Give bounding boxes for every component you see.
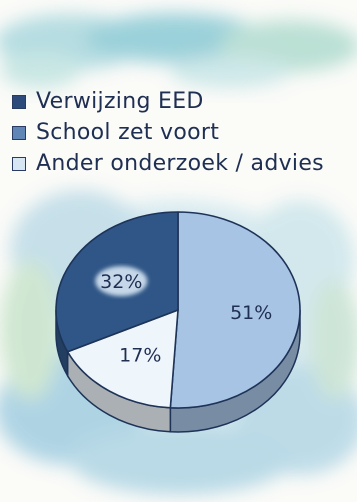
watercolor-band-top bbox=[0, 13, 357, 88]
legend-swatch bbox=[12, 156, 26, 171]
legend-item-verwijzing-eed: Verwijzing EED bbox=[8, 86, 353, 117]
legend-label: Ander onderzoek / advies bbox=[36, 151, 324, 176]
pie-slice-ander-onderzoek-advies bbox=[66, 309, 179, 409]
legend-swatch bbox=[12, 125, 26, 140]
legend-label: School zet voort bbox=[36, 120, 220, 145]
legend-label: Verwijzing EED bbox=[36, 89, 204, 114]
pie-chart: 51% 17% 32% bbox=[55, 211, 301, 433]
data-label: 32% bbox=[100, 271, 142, 293]
legend-item-school-zet-voort: School zet voort bbox=[8, 117, 353, 148]
legend-item-ander-onderzoek: Ander onderzoek / advies bbox=[8, 148, 353, 179]
chart-legend: Verwijzing EED School zet voort Ander on… bbox=[8, 86, 353, 179]
label-backing bbox=[95, 266, 148, 297]
data-label: 51% bbox=[230, 302, 272, 324]
data-label: 17% bbox=[119, 345, 161, 367]
pie-slice-school-zet-voort bbox=[169, 211, 301, 409]
legend-swatch bbox=[12, 94, 26, 109]
